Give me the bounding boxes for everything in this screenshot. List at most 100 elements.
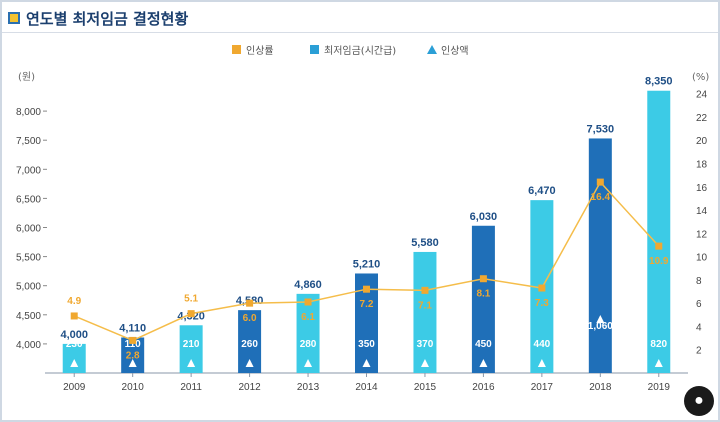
rate-point — [479, 275, 487, 283]
y-right-tick: 14 — [696, 206, 708, 217]
increase-triangle-marker — [187, 359, 196, 367]
rate-label: 7.1 — [418, 300, 432, 311]
rate-label: 6.0 — [243, 313, 257, 324]
rate-point — [363, 285, 370, 293]
y-left-tick: 5,000 — [16, 282, 41, 293]
bar-value-label: 4,000 — [60, 329, 88, 341]
x-tick-label: 2010 — [122, 382, 145, 393]
y-left-tick: 7,000 — [16, 165, 41, 176]
legend-label-0: 인상률 — [246, 45, 274, 57]
rate-point — [246, 299, 254, 307]
y-left-tick: 5,500 — [16, 253, 41, 264]
y-left-tick: 6,000 — [16, 224, 41, 235]
increase-triangle-marker — [596, 315, 605, 323]
page-title: 연도별 최저임금 결정현황 — [26, 9, 189, 28]
y-right-tick: 4 — [696, 322, 702, 333]
rate-point — [596, 178, 604, 186]
bar-value-label: 7,530 — [587, 123, 615, 135]
legend-marker-0 — [232, 45, 241, 54]
increase-amount-label: 1,060 — [588, 321, 613, 332]
x-tick-label: 2019 — [648, 382, 671, 393]
apple-logo-icon: ● — [684, 386, 714, 416]
bar-2019 — [647, 90, 671, 373]
legend-label-1: 최저임금(시간급) — [324, 44, 396, 57]
x-tick-label: 2014 — [355, 382, 378, 393]
bar-2015 — [413, 251, 437, 373]
y-right-tick: 16 — [696, 183, 708, 194]
rate-label: 7.3 — [535, 298, 549, 309]
rate-label: 7.2 — [360, 299, 374, 310]
bar-2016 — [471, 225, 495, 373]
rate-label: 2.8 — [126, 350, 140, 361]
x-tick-label: 2009 — [63, 382, 86, 393]
x-tick-label: 2013 — [297, 382, 320, 393]
increase-triangle-marker — [70, 359, 79, 367]
rate-point — [187, 310, 195, 318]
y-right-tick: 8 — [696, 276, 702, 287]
y-left-tick: 7,500 — [16, 136, 41, 147]
increase-triangle-marker — [537, 359, 546, 367]
bar-2014 — [355, 273, 378, 373]
increase-amount-label: 110 — [125, 339, 142, 350]
increase-amount-label: 230 — [66, 339, 83, 350]
bar-value-label: 6,030 — [470, 211, 498, 223]
increase-triangle-marker — [128, 359, 137, 367]
bar-value-label: 8,350 — [645, 76, 673, 88]
x-tick-label: 2012 — [238, 382, 261, 393]
rate-point — [304, 298, 312, 306]
increase-amount-label: 280 — [300, 339, 317, 350]
bar-2010 — [121, 337, 145, 373]
y-right-tick: 2 — [696, 346, 702, 357]
rate-label: 10.9 — [649, 256, 669, 267]
bar-2009 — [62, 343, 86, 373]
increase-amount-label: 260 — [241, 339, 258, 350]
y-right-tick: 22 — [696, 113, 708, 124]
title-divider — [2, 32, 718, 33]
increase-amount-label: 210 — [183, 339, 200, 350]
y-right-tick: 12 — [696, 229, 708, 240]
y-left-tick: 8,000 — [16, 107, 41, 118]
rate-point — [655, 242, 663, 250]
legend-marker-1 — [310, 45, 319, 54]
increase-amount-label: 820 — [650, 339, 667, 350]
x-tick-label: 2016 — [472, 382, 495, 393]
rate-label: 16.4 — [591, 192, 611, 203]
chart-icon — [8, 12, 20, 24]
y-right-tick: 18 — [696, 159, 708, 170]
x-tick-label: 2017 — [531, 382, 554, 393]
rate-label: 5.1 — [184, 294, 198, 305]
increase-triangle-marker — [420, 359, 429, 367]
rate-label: 4.9 — [67, 296, 81, 307]
bar-2013 — [296, 293, 320, 373]
title-bar: 연도별 최저임금 결정현황 — [8, 7, 188, 29]
bar-2011 — [179, 325, 203, 373]
y-left-tick: 4,500 — [16, 311, 41, 322]
increase-triangle-marker — [479, 359, 488, 367]
y-right-tick: 10 — [696, 253, 708, 264]
bar-2012 — [238, 310, 262, 373]
legend-label-2: 인상액 — [441, 45, 469, 57]
y-right-tick: 6 — [696, 299, 702, 310]
y-right-tick: 24 — [696, 90, 708, 101]
rate-label: 8.1 — [476, 289, 490, 300]
increase-triangle-marker — [654, 359, 663, 367]
y-left-tick: 6,500 — [16, 194, 41, 205]
bar-value-label: 4,110 — [119, 322, 146, 334]
bar-value-label: 5,210 — [353, 258, 381, 270]
y-left-tick: 4,000 — [16, 340, 41, 351]
bar-value-label: 5,580 — [411, 237, 439, 249]
rate-point — [538, 284, 546, 292]
increase-triangle-marker — [304, 359, 313, 367]
bar-value-label: 6,470 — [528, 185, 556, 197]
increase-amount-label: 370 — [417, 339, 434, 350]
x-tick-label: 2011 — [180, 382, 202, 393]
y-left-unit: (원) — [18, 71, 35, 83]
increase-amount-label: 350 — [358, 339, 375, 350]
rate-point — [70, 312, 78, 320]
bar-2018 — [588, 138, 612, 373]
bar-value-label: 4,860 — [294, 279, 322, 291]
x-tick-label: 2018 — [589, 382, 612, 393]
legend-marker-2 — [427, 45, 437, 54]
increase-amount-label: 450 — [475, 339, 492, 350]
